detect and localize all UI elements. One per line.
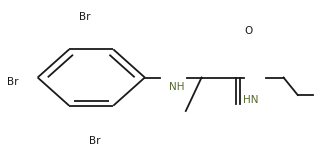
Text: Br: Br <box>79 12 91 22</box>
Text: HN: HN <box>243 95 259 105</box>
Text: Br: Br <box>7 77 18 87</box>
Text: NH: NH <box>169 82 185 92</box>
Text: O: O <box>244 26 252 36</box>
Text: Br: Br <box>89 136 100 146</box>
